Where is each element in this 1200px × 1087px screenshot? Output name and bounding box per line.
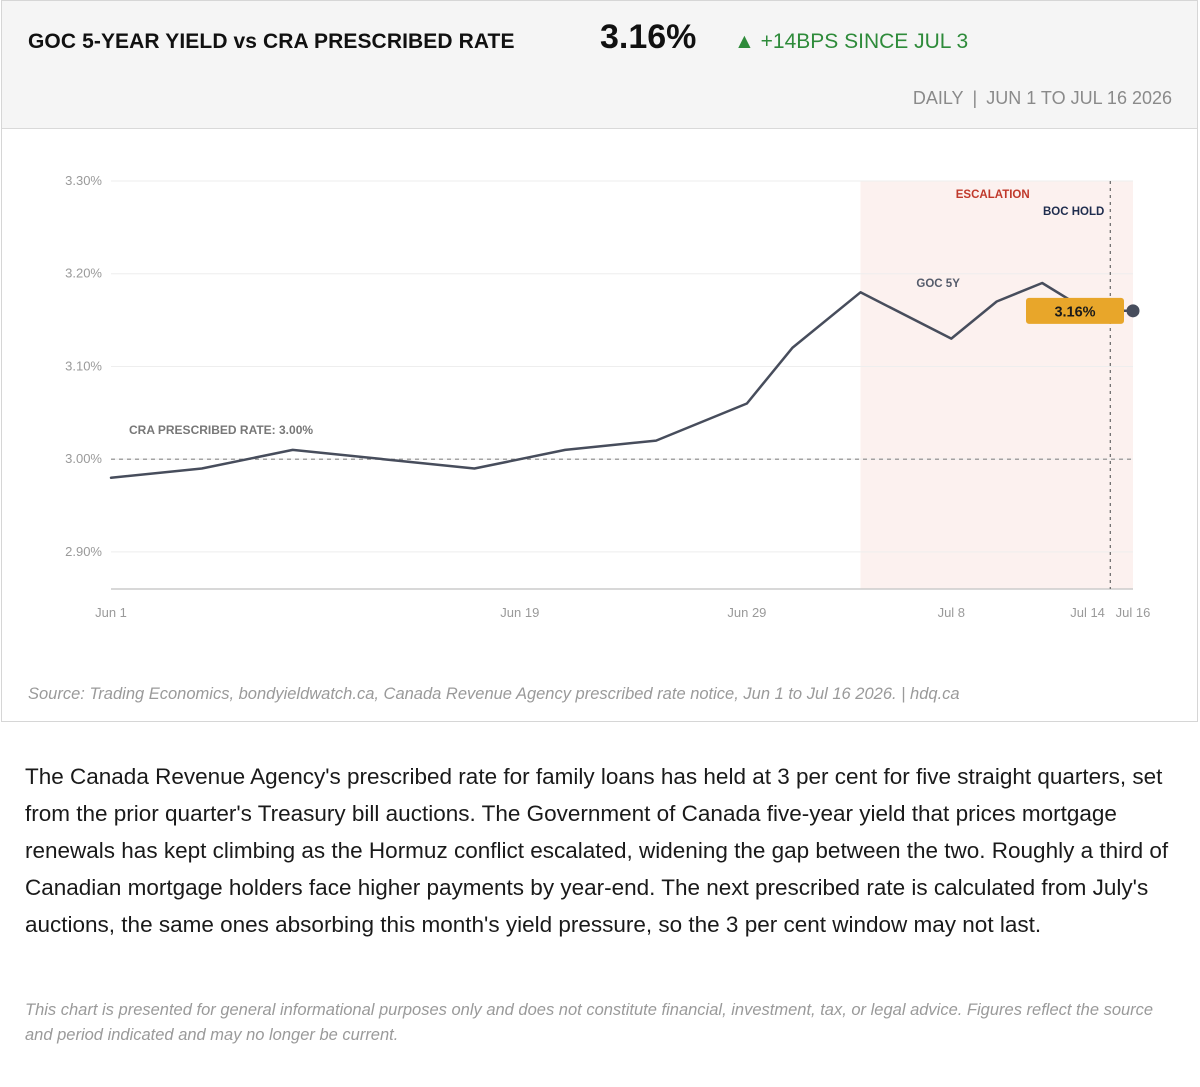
chart-header: GOC 5-YEAR YIELD vs CRA PRESCRIBED RATE … (2, 1, 1197, 129)
y-tick-label: 3.30% (65, 173, 102, 188)
y-tick-label: 3.10% (65, 358, 102, 373)
x-tick-label: Jul 14 (1070, 605, 1105, 620)
end-value-label: 3.16% (1054, 304, 1095, 320)
article-paragraph: The Canada Revenue Agency's prescribed r… (25, 764, 1169, 937)
up-arrow-icon: ▲ (734, 30, 755, 53)
line-chart: 2.90% 3.00% 3.10% 3.20% 3.30% Jun 1 Jun 19 Jun … (65, 173, 1151, 620)
y-tick-label: 3.20% (65, 266, 102, 281)
y-tick-label: 3.00% (65, 451, 102, 466)
chart-card: GOC 5-YEAR YIELD vs CRA PRESCRIBED RATE … (1, 0, 1198, 722)
x-tick-label: Jun 29 (727, 605, 766, 620)
chart-meta: DAILY | JUN 1 TO JUL 16 2026 (913, 88, 1172, 109)
boc-hold-label: BOC HOLD (1043, 206, 1104, 218)
yield-change-text: +14BPS SINCE JUL 3 (760, 30, 969, 53)
current-yield-value: 3.16% (600, 18, 697, 56)
cra-rate-label: CRA PRESCRIBED RATE: 3.00% (129, 423, 313, 437)
frequency-label: DAILY (912, 88, 964, 108)
disclaimer-note: This chart is presented for general info… (25, 1001, 1154, 1044)
x-tick-label: Jul 16 (1116, 605, 1151, 620)
goc-5y-line (109, 281, 1135, 479)
end-value-callout (1026, 297, 1124, 324)
x-tick-label: Jun 19 (500, 605, 539, 620)
escalation-region (860, 181, 1133, 589)
x-tick-label: Jun 1 (95, 605, 127, 620)
meta-separator: | (972, 88, 978, 108)
date-range-label: JUN 1 TO JUL 16 2026 (986, 88, 1172, 108)
yield-change: ▲ +14BPS SINCE JUL 3 (734, 30, 968, 54)
chart-title: GOC 5-YEAR YIELD vs CRA PRESCRIBED RATE (28, 30, 515, 53)
escalation-label: ESCALATION (956, 189, 1030, 201)
y-tick-label: 2.90% (65, 544, 102, 559)
end-point-marker (1126, 304, 1140, 318)
source-note: Source: Trading Economics, bondyieldwatc… (28, 685, 960, 703)
x-tick-label: Jul 8 (938, 605, 965, 620)
goc-5y-series-label: GOC 5Y (916, 278, 960, 290)
